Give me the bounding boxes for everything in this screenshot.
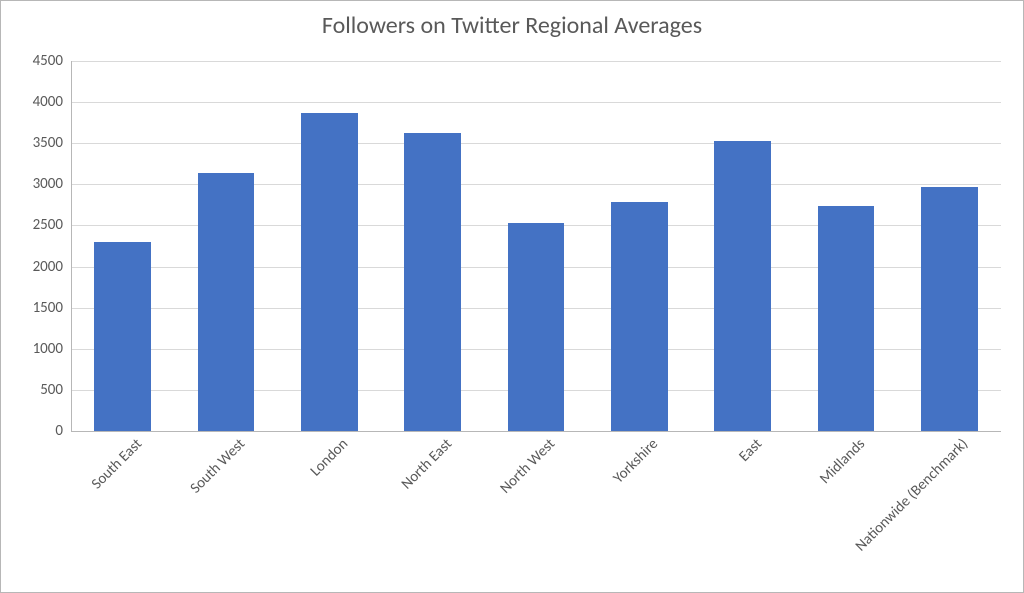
- plot-area: 050010001500200025003000350040004500Sout…: [71, 61, 1001, 431]
- gridline: [71, 431, 1001, 432]
- bar: [198, 173, 255, 431]
- bar: [94, 242, 151, 431]
- chart-title: Followers on Twitter Regional Averages: [1, 11, 1023, 40]
- y-tick-label: 4000: [33, 93, 71, 111]
- y-tick-label: 3000: [33, 175, 71, 193]
- bar: [404, 133, 461, 431]
- gridline: [71, 61, 1001, 62]
- y-tick-label: 1000: [33, 340, 71, 358]
- bar: [818, 206, 875, 431]
- y-tick-label: 500: [40, 381, 71, 399]
- bar: [714, 141, 771, 431]
- bar: [301, 113, 358, 431]
- y-tick-label: 2500: [33, 216, 71, 234]
- y-tick-label: 1500: [33, 299, 71, 317]
- bar: [921, 187, 978, 431]
- bar: [508, 223, 565, 431]
- y-tick-label: 3500: [33, 134, 71, 152]
- gridline: [71, 102, 1001, 103]
- chart-container: Followers on Twitter Regional Averages 0…: [0, 0, 1024, 593]
- y-tick-label: 0: [55, 422, 71, 440]
- bar: [611, 202, 668, 431]
- gridline: [71, 143, 1001, 144]
- y-tick-label: 4500: [33, 52, 71, 70]
- y-tick-label: 2000: [33, 258, 71, 276]
- y-axis-line: [71, 61, 72, 431]
